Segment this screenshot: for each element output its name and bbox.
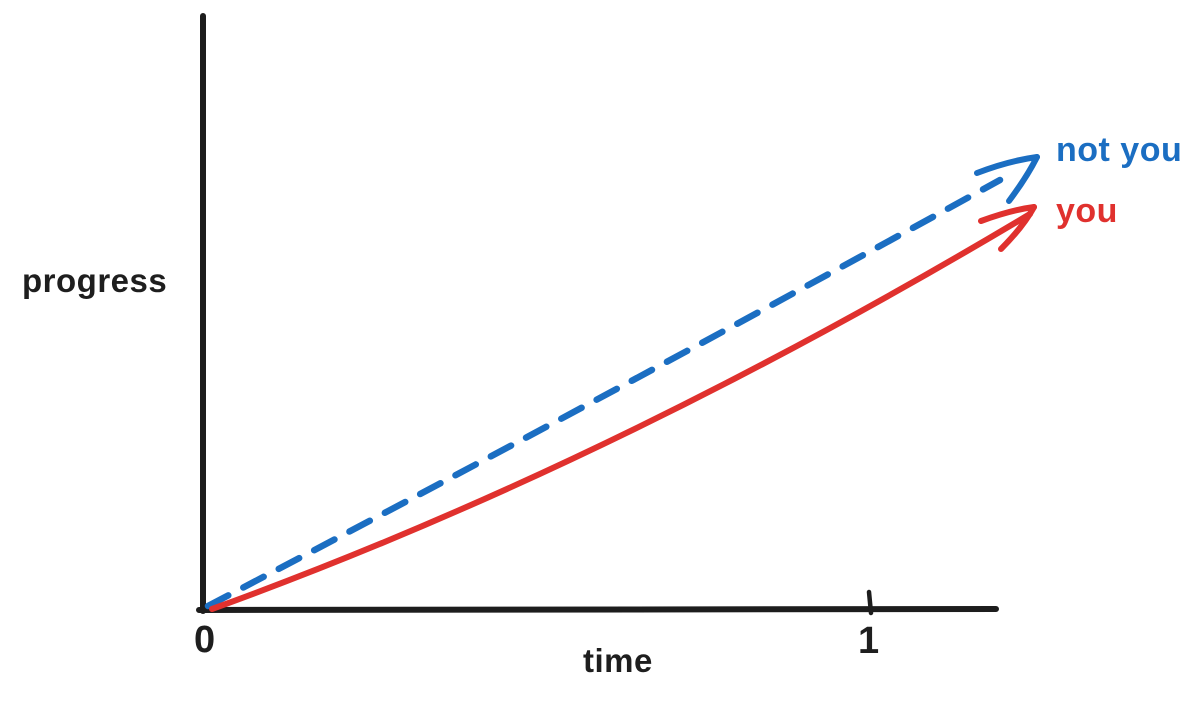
- x-tick-0-label: 0: [194, 619, 216, 661]
- x-axis-line: [196, 606, 999, 613]
- not-you-arrowhead-top-barb: [974, 154, 1040, 176]
- you-arrowhead-top-barb: [978, 204, 1037, 224]
- not-you-dashed-line: [204, 176, 1004, 610]
- y-axis-label: progress: [22, 262, 168, 299]
- x-tick-1-mark: [866, 589, 874, 616]
- x-tick-1-label: 1: [858, 620, 880, 662]
- series-label-you: you: [1056, 192, 1118, 230]
- series-label-not-you: not you: [1056, 131, 1183, 169]
- you-arrowhead-bottom-barb: [998, 204, 1037, 252]
- you-curve-line: [209, 211, 1033, 612]
- not-you-arrowhead-bottom-barb: [1006, 154, 1040, 204]
- x-axis-label: time: [583, 642, 653, 679]
